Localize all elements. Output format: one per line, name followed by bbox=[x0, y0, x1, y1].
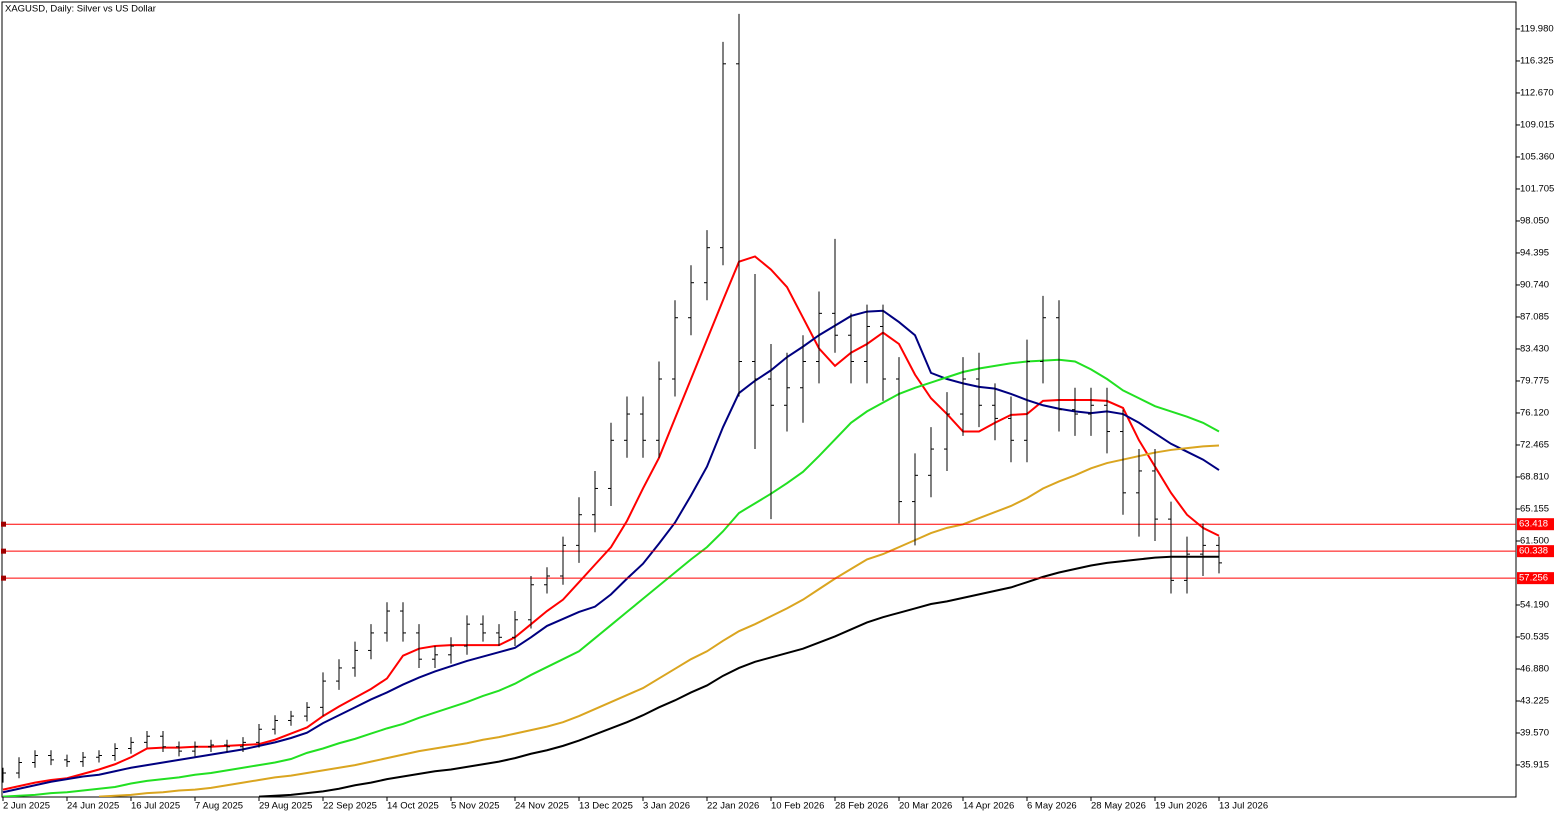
level-tag bbox=[1517, 572, 1554, 585]
y-tick-label: 94.395 bbox=[1520, 247, 1549, 258]
x-tick-label: 16 Jul 2025 bbox=[131, 801, 180, 812]
x-tick-label: 14 Oct 2025 bbox=[387, 801, 439, 812]
y-tick-label: 98.050 bbox=[1520, 215, 1549, 226]
x-tick-label: 14 Apr 2026 bbox=[963, 801, 1014, 812]
y-tick-label: 109.015 bbox=[1520, 119, 1554, 130]
x-tick-label: 28 May 2026 bbox=[1091, 801, 1146, 812]
x-tick-label: 2 Jun 2025 bbox=[3, 801, 50, 812]
level-label: 60.338 bbox=[1519, 546, 1548, 557]
level-marker bbox=[1, 575, 6, 581]
x-tick-label: 10 Feb 2026 bbox=[771, 801, 824, 812]
x-tick-label: 24 Nov 2025 bbox=[515, 801, 569, 812]
x-tick-label: 28 Feb 2026 bbox=[835, 801, 888, 812]
level-marker bbox=[1, 521, 6, 527]
level-label: 63.418 bbox=[1519, 519, 1548, 530]
x-tick-label: 3 Jan 2026 bbox=[643, 801, 690, 812]
y-tick-label: 105.360 bbox=[1520, 151, 1554, 162]
y-tick-label: 116.325 bbox=[1520, 55, 1554, 66]
level-tag bbox=[1517, 545, 1554, 558]
y-tick-label: 43.225 bbox=[1520, 696, 1549, 707]
y-tick-label: 35.915 bbox=[1520, 760, 1549, 771]
x-tick-label: 13 Dec 2025 bbox=[579, 801, 633, 812]
x-tick-label: 24 Jun 2025 bbox=[67, 801, 119, 812]
y-tick-label: 79.775 bbox=[1520, 375, 1549, 386]
y-tick-label: 68.810 bbox=[1520, 472, 1549, 483]
y-tick-label: 65.155 bbox=[1520, 504, 1549, 515]
y-tick-label: 50.535 bbox=[1520, 632, 1549, 643]
ma-line bbox=[98, 444, 1220, 797]
ma-line bbox=[2, 309, 1220, 794]
ma-line bbox=[258, 555, 1219, 797]
level-marker bbox=[1, 548, 6, 554]
chart-title: XAGUSD, Daily: Silver vs US Dollar bbox=[5, 4, 156, 15]
level-tag bbox=[1517, 518, 1554, 531]
y-tick-label: 101.705 bbox=[1520, 183, 1554, 194]
x-tick-label: 13 Jul 2026 bbox=[1219, 801, 1268, 812]
x-tick-label: 29 Aug 2025 bbox=[259, 801, 312, 812]
y-tick-label: 83.430 bbox=[1520, 343, 1549, 354]
ma-line bbox=[2, 358, 1220, 797]
ma-line bbox=[2, 255, 1220, 791]
y-tick-label: 54.190 bbox=[1520, 600, 1549, 611]
y-tick-label: 46.880 bbox=[1520, 664, 1549, 675]
x-tick-label: 22 Jan 2026 bbox=[707, 801, 759, 812]
x-tick-label: 19 Jun 2026 bbox=[1155, 801, 1207, 812]
y-tick-label: 87.085 bbox=[1520, 311, 1549, 322]
y-tick-label: 61.500 bbox=[1520, 536, 1549, 547]
y-tick-label: 119.980 bbox=[1520, 23, 1554, 34]
y-tick-label: 39.570 bbox=[1520, 728, 1549, 739]
x-tick-label: 20 Mar 2026 bbox=[899, 801, 952, 812]
y-tick-label: 90.740 bbox=[1520, 279, 1549, 290]
y-tick-label: 112.670 bbox=[1520, 87, 1554, 98]
x-tick-label: 22 Sep 2025 bbox=[323, 801, 377, 812]
plot-frame bbox=[1, 1, 1517, 798]
y-tick-label: 72.465 bbox=[1520, 440, 1549, 451]
x-tick-label: 7 Aug 2025 bbox=[195, 801, 243, 812]
x-tick-label: 5 Nov 2025 bbox=[451, 801, 500, 812]
axes: 119.980 116.325 112.670 109.015 105.360 101.7… bbox=[1, 23, 1554, 812]
plot-area bbox=[2, 13, 1516, 797]
y-tick-label: 76.120 bbox=[1520, 407, 1549, 418]
level-label: 57.256 bbox=[1519, 573, 1548, 584]
x-tick-label: 6 May 2026 bbox=[1027, 801, 1077, 812]
